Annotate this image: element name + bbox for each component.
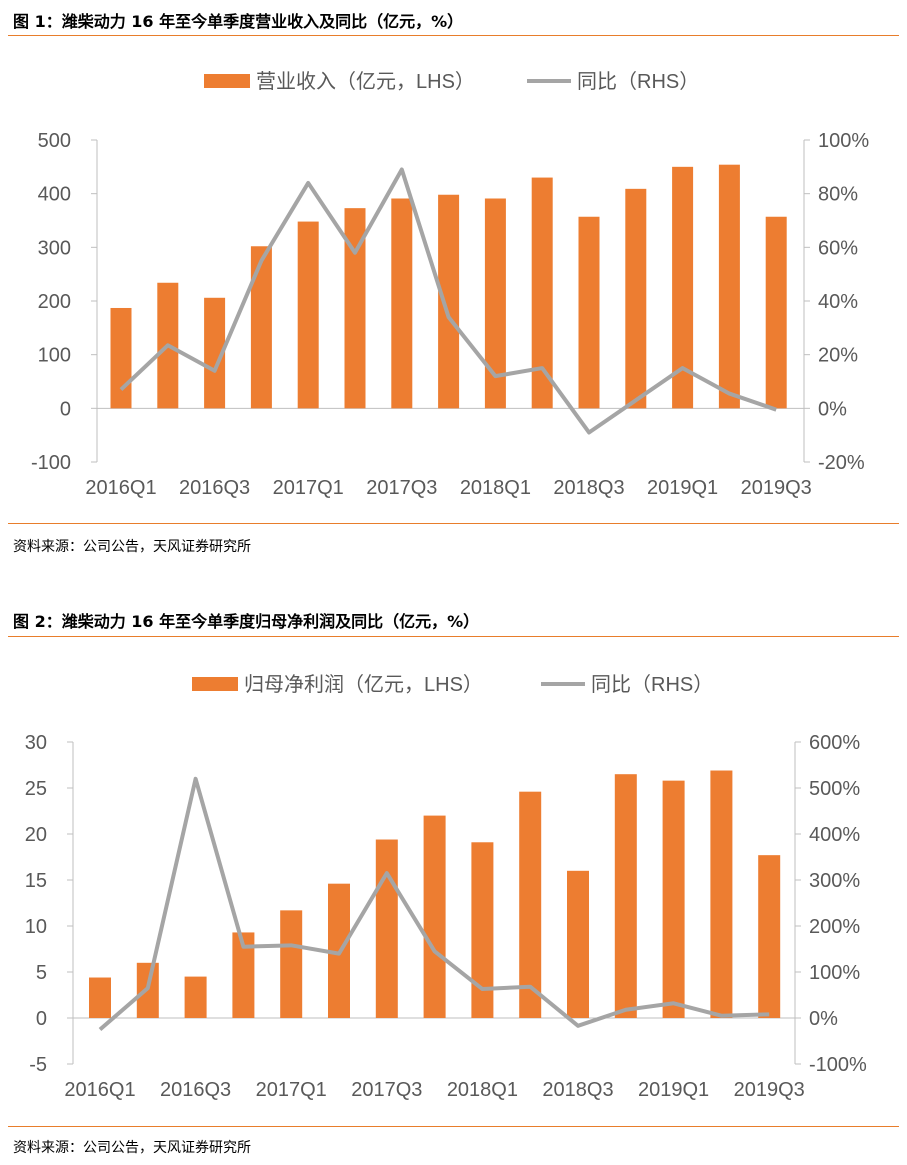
bar-2017Q3 <box>375 839 398 1018</box>
right-tick-label: 20% <box>818 345 858 367</box>
right-tick-label: -100% <box>809 1054 867 1076</box>
bar-2018Q1 <box>471 842 494 1018</box>
legend-bar-swatch <box>192 677 238 691</box>
x-tick-label: 2017Q1 <box>273 477 344 499</box>
x-tick-label: 2019Q3 <box>734 1079 805 1101</box>
bar-2018Q3 <box>578 216 600 409</box>
right-tick-label: 80% <box>818 184 858 206</box>
right-tick-label: 500% <box>809 778 860 800</box>
bar-2019Q1 <box>672 166 694 409</box>
bar-2019Q2 <box>710 770 733 1018</box>
left-tick-label: 30 <box>25 732 47 754</box>
left-tick-label: 5 <box>36 962 47 984</box>
right-tick-label: 40% <box>818 291 858 313</box>
left-tick-label: -100 <box>31 452 71 474</box>
left-tick-label: 15 <box>25 870 47 892</box>
bar-2018Q2 <box>519 791 542 1018</box>
x-tick-label: 2016Q1 <box>85 477 156 499</box>
x-tick-label: 2017Q3 <box>351 1079 422 1101</box>
right-tick-label: 400% <box>809 824 860 846</box>
right-tick-label: 100% <box>809 962 860 984</box>
bar-2018Q2 <box>531 177 553 409</box>
x-tick-label: 2017Q1 <box>256 1079 327 1101</box>
bar-2019Q1 <box>662 780 685 1018</box>
bar-2017Q4 <box>438 194 460 409</box>
bar-2016Q3 <box>184 976 207 1018</box>
left-tick-label: 10 <box>25 916 47 938</box>
x-tick-label: 2019Q3 <box>741 477 812 499</box>
bar-2016Q1 <box>110 307 132 409</box>
figure-title: 图 1：潍柴动力 16 年至今单季度营业收入及同比（亿元，%） <box>13 12 464 31</box>
bar-2018Q3 <box>567 870 589 1018</box>
title-rule <box>8 35 899 36</box>
x-tick-label: 2018Q3 <box>542 1079 613 1101</box>
x-tick-label: 2018Q1 <box>447 1079 518 1101</box>
right-tick-label: 100% <box>818 130 869 152</box>
title-rule <box>8 636 899 637</box>
left-tick-label: 500 <box>38 130 71 152</box>
right-tick-label: 0% <box>818 398 847 420</box>
bar-2018Q4 <box>614 774 637 1018</box>
left-tick-label: -5 <box>29 1054 47 1076</box>
bar-2017Q1 <box>280 910 303 1018</box>
x-tick-label: 2018Q3 <box>553 477 624 499</box>
bar-2017Q2 <box>344 208 366 409</box>
left-tick-label: 300 <box>38 237 71 259</box>
left-tick-label: 400 <box>38 184 71 206</box>
chart-net-profit: 归母净利润（亿元，LHS） 同比（RHS） -5 0 5 10 15 20 25 30 -100% 0… <box>25 673 867 1101</box>
legend-bar-swatch <box>204 74 250 88</box>
figure-title: 图 2：潍柴动力 16 年至今单季度归母净利润及同比（亿元，%） <box>13 612 480 631</box>
bar-2017Q1 <box>297 221 319 409</box>
left-tick-label: 0 <box>60 398 71 420</box>
x-tick-label: 2019Q1 <box>638 1079 709 1101</box>
bar-2018Q1 <box>484 198 506 409</box>
legend-bar-label: 营业收入（亿元，LHS） <box>256 70 475 93</box>
right-tick-label: 200% <box>809 916 860 938</box>
right-tick-label: 600% <box>809 732 860 754</box>
source-rule <box>8 1126 899 1127</box>
chart-revenue: 营业收入（亿元，LHS） 同比（RHS） -100 0 100 200 300 400 500 -… <box>31 70 869 499</box>
x-tick-label: 2017Q3 <box>366 477 437 499</box>
x-tick-label: 2016Q3 <box>179 477 250 499</box>
bar-2016Q4 <box>250 246 272 409</box>
bar-2017Q4 <box>423 815 446 1018</box>
bar-2019Q3 <box>765 216 787 409</box>
left-tick-label: 0 <box>36 1008 47 1030</box>
right-tick-label: 300% <box>809 870 860 892</box>
x-tick-label: 2016Q3 <box>160 1079 231 1101</box>
bar-2016Q4 <box>232 932 255 1018</box>
bar-2019Q2 <box>718 164 740 409</box>
left-tick-label: 200 <box>38 291 71 313</box>
left-tick-label: 100 <box>38 345 71 367</box>
legend-line-label: 同比（RHS） <box>577 70 699 93</box>
legend-bar-label: 归母净利润（亿元，LHS） <box>244 673 483 696</box>
x-tick-label: 2016Q1 <box>64 1079 135 1101</box>
figure-source: 资料来源：公司公告，天风证券研究所 <box>13 539 251 555</box>
legend-line-label: 同比（RHS） <box>591 673 713 696</box>
right-tick-label: 0% <box>809 1008 838 1030</box>
figure-2: 图 2：潍柴动力 16 年至今单季度归母净利润及同比（亿元，%） 归母净利润（亿… <box>0 600 907 1165</box>
figure-source: 资料来源：公司公告，天风证券研究所 <box>13 1140 251 1156</box>
left-tick-label: 25 <box>25 778 47 800</box>
bar-2016Q3 <box>204 297 226 409</box>
bar-2019Q3 <box>758 855 781 1018</box>
left-tick-label: 20 <box>25 824 47 846</box>
x-tick-label: 2018Q1 <box>460 477 531 499</box>
bar-2017Q3 <box>391 198 413 409</box>
right-tick-label: -20% <box>818 452 865 474</box>
x-tick-label: 2019Q1 <box>647 477 718 499</box>
figure-1: 图 1：潍柴动力 16 年至今单季度营业收入及同比（亿元，%） 营业收入（亿元，… <box>0 0 907 580</box>
bar-2016Q1 <box>89 977 111 1018</box>
source-rule <box>8 523 899 524</box>
bar-2018Q4 <box>625 188 647 409</box>
right-tick-label: 60% <box>818 237 858 259</box>
